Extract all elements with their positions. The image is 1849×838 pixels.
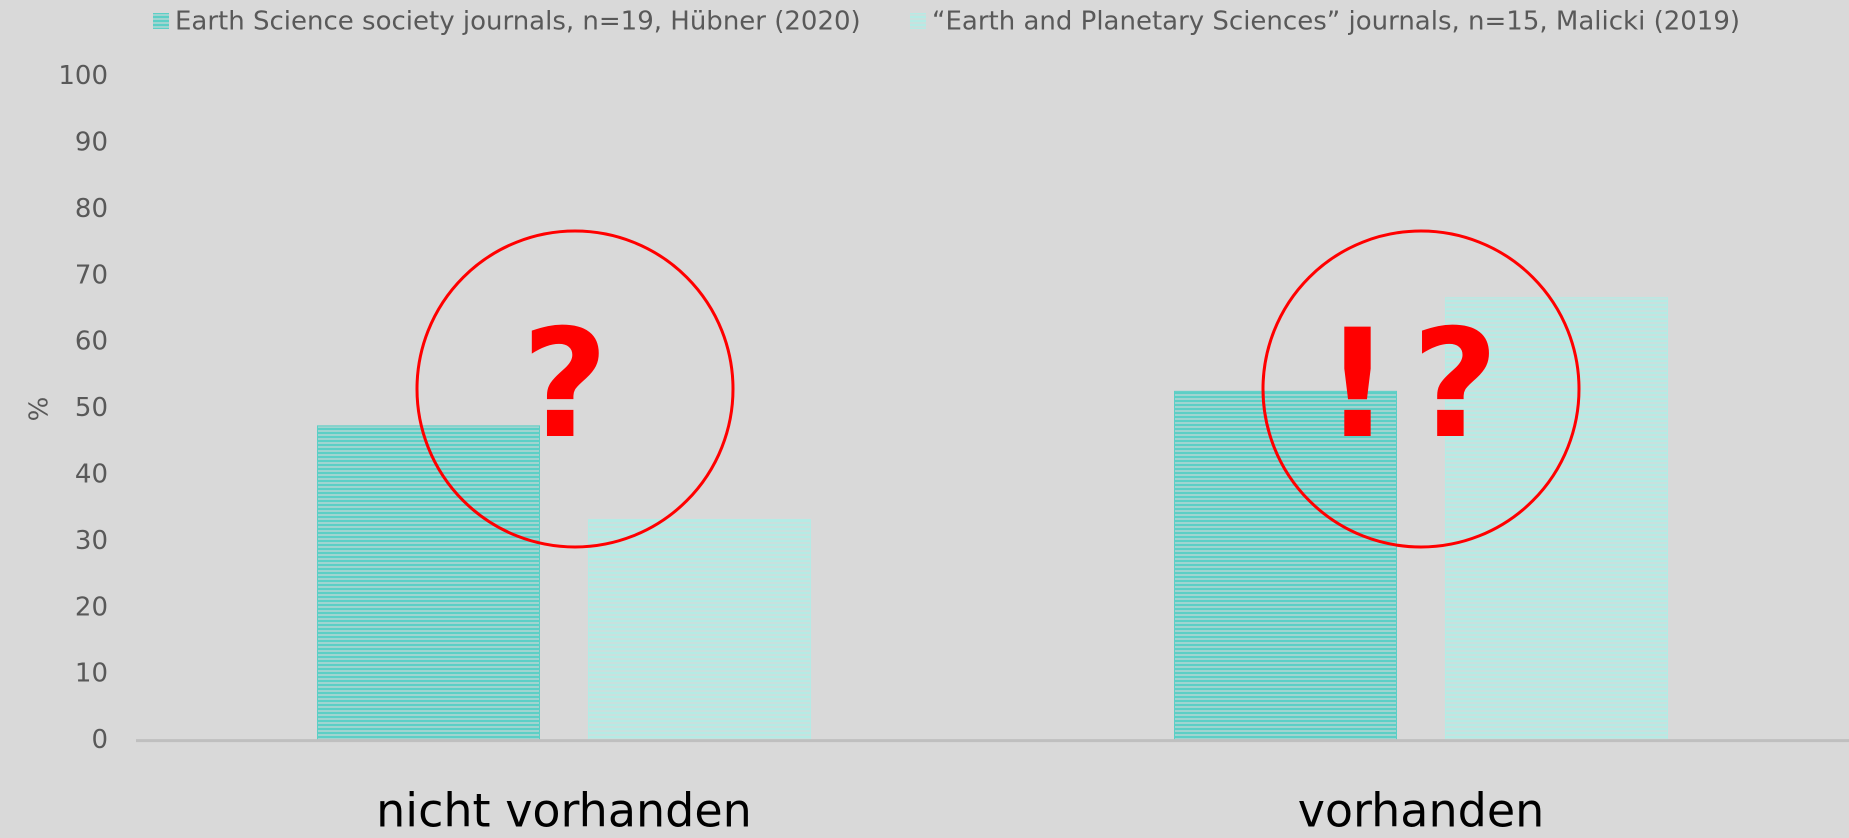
x-tick-label: nicht vorhanden bbox=[376, 784, 752, 838]
y-tick-label: 80 bbox=[75, 194, 108, 224]
x-tick-label: vorhanden bbox=[1298, 784, 1545, 838]
y-tick-label: 70 bbox=[75, 260, 108, 290]
y-axis-label: % bbox=[25, 397, 55, 422]
legend-label: Earth Science society journals, n=19, Hü… bbox=[175, 7, 861, 37]
y-tick-label: 100 bbox=[58, 61, 108, 91]
bar bbox=[317, 425, 540, 742]
y-tick-label: 50 bbox=[75, 393, 108, 423]
legend-swatch bbox=[153, 13, 169, 29]
y-tick-label: 10 bbox=[75, 659, 108, 689]
y-tick-label: 90 bbox=[75, 128, 108, 158]
annotation-circle bbox=[415, 229, 735, 549]
legend-label: “Earth and Planetary Sciences” journals,… bbox=[932, 7, 1740, 37]
y-tick-label: 40 bbox=[75, 460, 108, 490]
y-tick-label: 0 bbox=[91, 725, 108, 755]
bar bbox=[1445, 297, 1668, 742]
annotation: ? bbox=[521, 298, 628, 472]
y-tick-label: 60 bbox=[75, 327, 108, 357]
legend-swatch bbox=[910, 13, 926, 29]
bar bbox=[588, 518, 811, 742]
annotation: !? bbox=[1323, 298, 1518, 472]
bar bbox=[1174, 390, 1397, 742]
y-tick-label: 30 bbox=[75, 526, 108, 556]
annotation-circle bbox=[1261, 229, 1581, 549]
y-tick-label: 20 bbox=[75, 592, 108, 622]
